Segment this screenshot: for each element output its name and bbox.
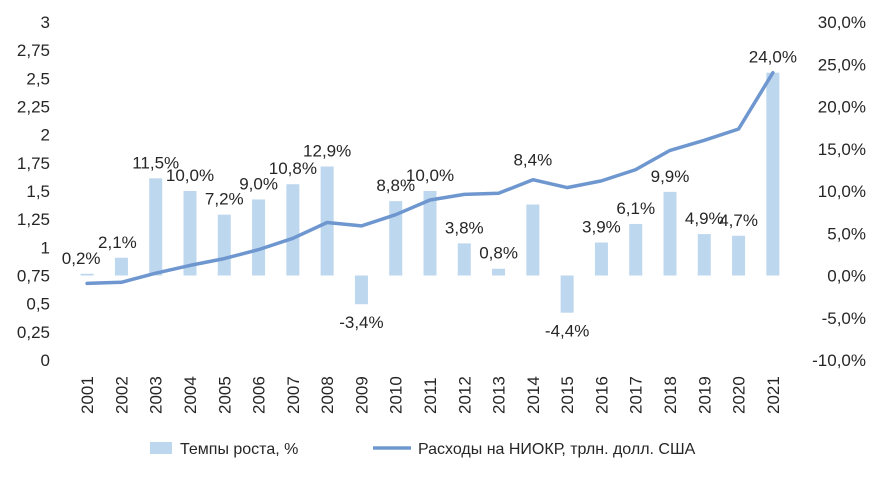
right-axis-tick-label: -5,0% bbox=[822, 309, 866, 328]
right-axis-ticks: -10,0% -5,0% 0,0% 5,0% 10,0% 15,0% 20,0% 25,0% 3… bbox=[812, 13, 866, 370]
x-axis-tick-label: 2012 bbox=[455, 376, 474, 414]
growth-bar bbox=[492, 268, 506, 276]
x-axis-tick-label: 2008 bbox=[318, 376, 337, 414]
left-axis-tick-label: 0,5 bbox=[26, 295, 50, 314]
growth-bar bbox=[423, 191, 437, 276]
right-axis-tick-label: -10,0% bbox=[812, 351, 866, 370]
growth-bar bbox=[286, 184, 300, 276]
left-axis-tick-label: 2,5 bbox=[26, 69, 50, 88]
left-axis-tick-label: 1,75 bbox=[17, 154, 50, 173]
left-axis-tick-label: 1,25 bbox=[17, 210, 50, 229]
growth-bar bbox=[389, 201, 403, 276]
growth-data-label: -4,4% bbox=[545, 322, 589, 341]
left-axis-tick-label: 0,25 bbox=[17, 323, 50, 342]
growth-bar bbox=[183, 191, 197, 276]
growth-bar bbox=[526, 204, 540, 276]
growth-data-label: 3,8% bbox=[445, 218, 484, 237]
x-axis-tick-label: 2020 bbox=[730, 376, 749, 414]
growth-data-label: 7,2% bbox=[205, 190, 244, 209]
growth-data-label: 11,5% bbox=[132, 153, 179, 172]
growth-data-label: 4,9% bbox=[685, 209, 724, 228]
growth-bar bbox=[766, 72, 780, 276]
growth-data-label: 10,8% bbox=[269, 159, 317, 178]
x-axis-tick-label: 2013 bbox=[490, 376, 509, 414]
growth-bar bbox=[629, 223, 643, 276]
growth-data-label: 0,8% bbox=[479, 244, 518, 263]
left-axis-tick-label: 0,75 bbox=[17, 267, 50, 286]
right-axis-tick-label: 20,0% bbox=[818, 98, 866, 117]
right-axis-tick-label: 25,0% bbox=[818, 55, 866, 74]
x-axis-tick-label: 2015 bbox=[558, 376, 577, 414]
growth-bar bbox=[663, 191, 677, 276]
right-axis-tick-label: 30,0% bbox=[818, 13, 866, 32]
growth-data-label: 9,0% bbox=[239, 174, 278, 193]
x-axis-tick-label: 2018 bbox=[661, 376, 680, 414]
growth-bar bbox=[457, 243, 471, 276]
x-axis-tick-label: 2021 bbox=[764, 376, 783, 414]
growth-bar bbox=[560, 275, 574, 313]
legend-label-growth: Темпы роста, % bbox=[180, 441, 298, 458]
left-axis-tick-label: 2,25 bbox=[17, 98, 50, 117]
left-axis-tick-label: 3 bbox=[41, 13, 50, 32]
left-axis-tick-label: 2,75 bbox=[17, 41, 50, 60]
left-axis-tick-label: 2 bbox=[41, 126, 50, 145]
growth-bar bbox=[149, 178, 163, 276]
growth-data-label: 12,9% bbox=[303, 141, 351, 160]
growth-data-label: 0,2% bbox=[62, 249, 101, 268]
left-axis-ticks: 0 0,25 0,5 0,75 1 1,25 1,5 1,75 2 2,25 2,5 2,75 3 bbox=[17, 13, 50, 370]
x-axis-tick-label: 2016 bbox=[592, 376, 611, 414]
growth-bar bbox=[252, 199, 266, 276]
growth-data-label: 8,8% bbox=[376, 176, 415, 195]
x-axis-tick-label: 2003 bbox=[147, 376, 166, 414]
x-axis-tick-label: 2002 bbox=[112, 376, 131, 414]
growth-data-label: 4,7% bbox=[719, 211, 758, 230]
x-axis-tick-label: 2019 bbox=[695, 376, 714, 414]
growth-bar bbox=[217, 214, 231, 276]
growth-bar bbox=[594, 242, 608, 276]
x-axis-tick-label: 2004 bbox=[181, 376, 200, 414]
growth-bar bbox=[114, 257, 128, 276]
growth-data-label: 3,9% bbox=[582, 218, 621, 237]
x-axis-tick-label: 2001 bbox=[78, 376, 97, 414]
rnd-spending-line-layer bbox=[85, 70, 775, 286]
x-axis-tick-label: 2006 bbox=[250, 376, 269, 414]
right-axis-tick-label: 0,0% bbox=[827, 267, 866, 286]
growth-data-label: -3,4% bbox=[339, 313, 383, 332]
x-axis-tick-label: 2007 bbox=[284, 376, 303, 414]
growth-bars bbox=[80, 72, 780, 313]
growth-bar bbox=[80, 273, 94, 276]
growth-data-labels: 0,2%2,1%11,5%10,0%7,2%9,0%10,8%12,9%-3,4… bbox=[62, 48, 797, 341]
x-axis-tick-label: 2005 bbox=[215, 376, 234, 414]
growth-data-label: 10,0% bbox=[406, 166, 454, 185]
left-axis-tick-label: 0 bbox=[41, 351, 50, 370]
right-axis-tick-label: 10,0% bbox=[818, 182, 866, 201]
legend: Темпы роста, % Расходы на НИОКР, трлн. д… bbox=[150, 441, 696, 458]
x-axis-tick-label: 2017 bbox=[627, 376, 646, 414]
growth-data-label: 10,0% bbox=[166, 166, 214, 185]
growth-data-label: 2,1% bbox=[98, 233, 137, 252]
growth-bar bbox=[354, 275, 368, 305]
x-axis-tick-label: 2011 bbox=[421, 377, 440, 414]
x-axis-tick-label: 2009 bbox=[352, 376, 371, 414]
left-axis-tick-label: 1,5 bbox=[26, 182, 50, 201]
growth-data-label: 9,9% bbox=[651, 167, 690, 186]
growth-data-label: 8,4% bbox=[513, 151, 552, 170]
growth-bar bbox=[697, 234, 711, 276]
rnd-spending-line bbox=[85, 70, 775, 286]
left-axis-tick-label: 1 bbox=[41, 238, 50, 257]
growth-data-label: 6,1% bbox=[616, 199, 655, 218]
right-axis-tick-label: 5,0% bbox=[827, 224, 866, 243]
x-axis-tick-label: 2010 bbox=[387, 376, 406, 414]
right-axis-tick-label: 15,0% bbox=[818, 140, 866, 159]
legend-label-rnd: Расходы на НИОКР, трлн. долл. США bbox=[418, 441, 696, 458]
x-axis-tick-label: 2014 bbox=[524, 376, 543, 414]
growth-data-label: 24,0% bbox=[749, 48, 797, 67]
x-axis-ticks: 2001 2002 2003 2004 2005 2006 2007 2008 2009 2010… bbox=[78, 376, 783, 414]
growth-bar bbox=[732, 235, 746, 276]
legend-swatch-growth bbox=[150, 442, 172, 454]
